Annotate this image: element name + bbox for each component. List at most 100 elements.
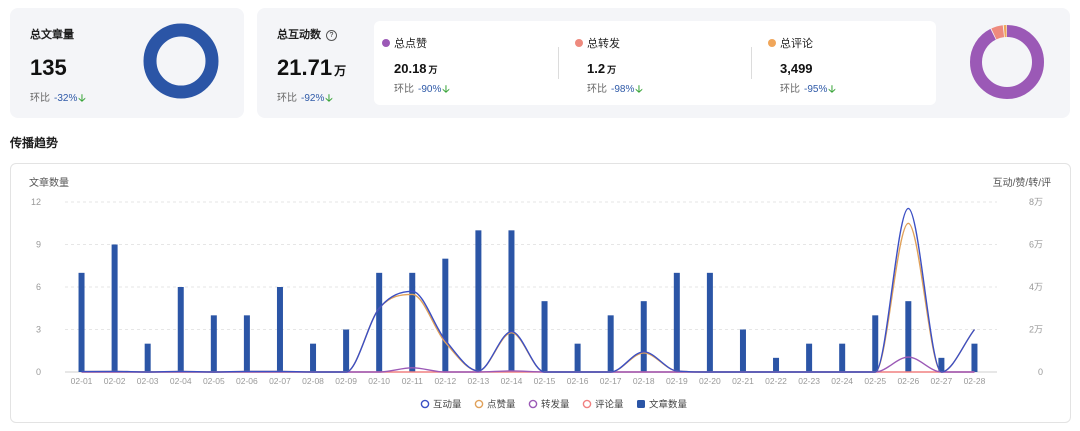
legend-swatch-icon [582,399,592,409]
x-tick-label: 02-17 [600,376,622,386]
metric-comments-label: 总评论 [768,35,813,51]
trend-chart: 文章数量 互动/赞/转/评 0 0 3 2万 6 4万 9 6万 12 8万 02-01 02-02 02-… [29,176,1051,411]
legend-swatch-icon [474,399,484,409]
articles-value: 135 [30,55,67,80]
x-tick-label: 02-03 [137,376,159,386]
legend-label: 转发量 [541,399,570,411]
bar-02-24[interactable] [839,343,846,372]
down-arrow-icon: 🡣 [635,84,643,95]
bar-02-06[interactable] [243,315,250,372]
metric-shares: 总转发 1.2 万 环比 -98%🡣 [575,21,735,105]
bar-02-18[interactable] [640,301,647,372]
x-tick-label: 02-05 [203,376,225,386]
section-title: 传播趋势 [10,136,59,150]
y-right-tick-label: 8万 [1029,197,1043,207]
metric-likes-ratio-value: -90% [418,84,442,95]
metric-likes-label: 总点赞 [382,35,427,51]
legend-label: 文章数量 [649,399,688,411]
bar-02-02[interactable] [111,244,118,373]
metric-comments-value: 3,499 [780,61,815,76]
legend-item[interactable]: 互动量 [420,399,462,411]
y-right-tick-label: 2万 [1029,325,1043,335]
legend-swatch-icon [420,399,430,409]
legend[interactable]: 互动量 点赞量 转发量 评论量 文章数量 [420,399,688,411]
y-left-tick-label: 0 [36,367,41,377]
bar-02-19[interactable] [673,272,680,372]
down-arrow-icon: 🡣 [78,93,86,104]
y-right-tick-label: 6万 [1029,240,1043,250]
bar-02-13[interactable] [475,230,482,372]
likes-dot-icon [382,39,390,47]
x-tick-label: 02-07 [269,376,291,386]
bar-02-01[interactable] [78,272,85,372]
bar-02-20[interactable] [706,272,713,372]
bar-02-04[interactable] [177,287,184,372]
metric-comments-ratio-value: -95% [804,84,828,95]
legend-label: 评论量 [595,399,624,411]
bar-02-16[interactable] [574,343,581,372]
bar-02-05[interactable] [210,315,217,372]
y-right-axis-title: 互动/赞/转/评 [993,176,1051,189]
metric-likes: 总点赞 20.18 万 环比 -90%🡣 [382,21,562,105]
x-tick-label: 02-02 [104,376,126,386]
bar-02-10[interactable] [376,272,383,372]
bar-02-25[interactable] [872,315,879,372]
metric-likes-ratio: 环比 -90%🡣 [394,80,450,99]
shares-dot-icon [575,39,583,47]
metric-comments-ratio-label: 环比 [780,84,800,95]
legend-item[interactable]: 评论量 [582,399,624,411]
legend-item[interactable]: 文章数量 [637,399,688,411]
x-tick-label: 02-22 [765,376,787,386]
line-互动量[interactable] [81,207,976,373]
donut-slice-0 [970,25,1044,99]
y-left-axis-title: 文章数量 [29,176,69,189]
metric-likes-value: 20.18 万 [394,61,438,76]
legend-item[interactable]: 转发量 [528,399,570,411]
bar-02-07[interactable] [276,287,283,372]
bar-02-23[interactable] [806,343,813,372]
metric-shares-label-text: 总转发 [587,38,620,50]
x-tick-label: 02-11 [402,376,423,386]
articles-ratio-label: 环比 [30,93,50,104]
help-icon[interactable]: ? [326,30,337,41]
articles-label: 总文章量 [30,29,74,41]
bar-02-27[interactable] [938,357,945,372]
axes: 文章数量 互动/赞/转/评 0 0 3 2万 6 4万 9 6万 12 8万 02-01 02-02 02-… [29,176,1051,386]
bar-02-22[interactable] [773,357,780,372]
articles-donut-ring [143,23,219,99]
divider [751,47,752,79]
interactions-number: 21.71 [277,55,333,80]
x-tick-label: 02-27 [931,376,953,386]
metric-comments: 总评论 3,499 环比 -95%🡣 [768,21,928,105]
bar-02-14[interactable] [508,230,515,372]
bar-02-12[interactable] [442,258,449,372]
metric-comments-label-text: 总评论 [780,38,813,50]
bar-02-03[interactable] [144,343,151,372]
bar-02-21[interactable] [739,329,746,373]
y-left-tick-label: 9 [36,240,41,250]
x-tick-label: 02-13 [468,376,490,386]
interactions-label-text: 总互动数 [277,29,321,41]
bar-02-26[interactable] [905,301,912,372]
down-arrow-icon: 🡣 [442,84,450,95]
bars [78,230,978,373]
metric-shares-ratio: 环比 -98%🡣 [587,80,643,99]
metric-comments-number: 3,499 [780,61,813,76]
x-tick-label: 02-21 [732,376,754,386]
bar-02-08[interactable] [310,343,317,372]
legend-item[interactable]: 点赞量 [474,399,516,411]
bar-02-11[interactable] [409,272,416,372]
bar-02-09[interactable] [343,329,350,373]
x-tick-label: 02-25 [864,376,886,386]
interactions-ratio-label: 环比 [277,93,297,104]
bar-02-15[interactable] [541,301,548,372]
metric-shares-unit: 万 [607,65,617,75]
bar-02-17[interactable] [607,315,614,372]
bar-02-28[interactable] [971,343,978,372]
metric-comments-ratio: 环比 -95%🡣 [780,80,836,99]
legend-label: 互动量 [433,400,462,411]
metric-likes-number: 20.18 [394,61,427,76]
y-right-tick-label: 0 [1038,367,1043,377]
y-right-tick-label: 4万 [1029,282,1043,292]
x-tick-label: 02-01 [71,376,93,386]
